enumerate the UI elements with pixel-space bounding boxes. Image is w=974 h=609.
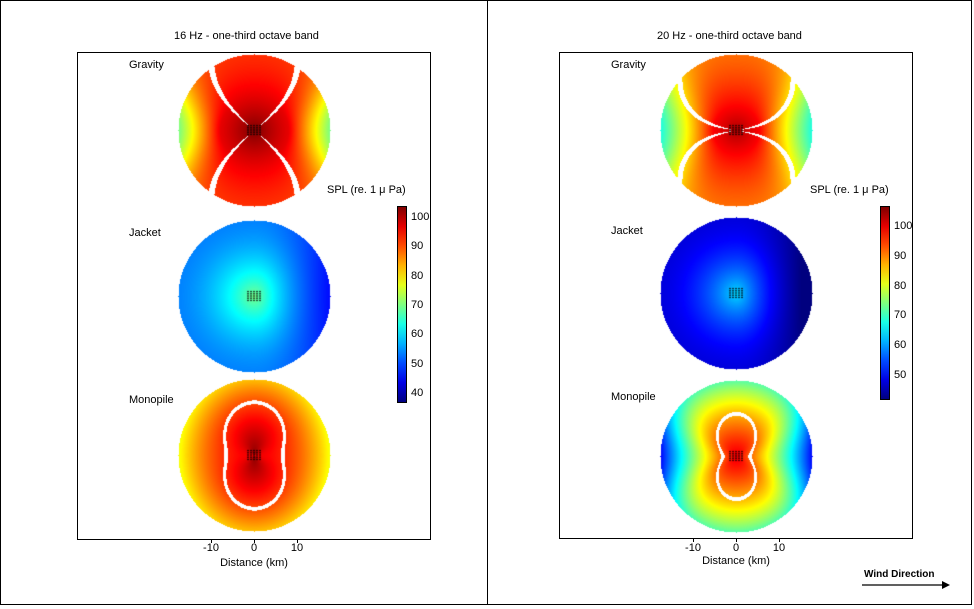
subplot-label-monopile: Monopile <box>129 394 174 406</box>
colorbar-title: SPL (re. 1 μ Pa) <box>327 184 406 196</box>
x-tick-mark <box>211 539 212 543</box>
monopile-spl-disc <box>176 377 332 533</box>
x-tick-label: -10 <box>685 542 701 554</box>
gravity-spl-disc <box>658 52 814 208</box>
colorbar-tick-label: 90 <box>894 249 907 262</box>
colorbar-tick-label: 50 <box>411 357 424 370</box>
colorbar-tick-label: 80 <box>411 269 424 282</box>
colorbar-tick-label: 50 <box>894 369 907 382</box>
colorbar-tick-label: 70 <box>894 309 907 322</box>
panel-title: 20 Hz - one-third octave band <box>657 30 802 42</box>
colorbar-tick-label: 90 <box>411 240 424 253</box>
colorbar-title: SPL (re. 1 μ Pa) <box>810 184 889 196</box>
gravity-spl-disc <box>176 52 332 208</box>
subplot-label-gravity: Gravity <box>129 59 164 71</box>
x-tick-label: 0 <box>732 542 740 554</box>
jacket-spl-disc <box>176 218 332 374</box>
x-axis-label: Distance (km) <box>702 555 770 567</box>
wind-direction-arrow-icon <box>862 581 950 589</box>
subplot-label-monopile: Monopile <box>611 391 656 403</box>
x-tick-label: 0 <box>250 542 258 554</box>
subplot-label-jacket: Jacket <box>129 227 161 239</box>
subplot-label-gravity: Gravity <box>611 59 646 71</box>
panel-20hz: 20 Hz - one-third octave band Gravity Ja… <box>0 0 913 605</box>
colorbar <box>397 206 407 403</box>
colorbar-tick-label: 60 <box>894 339 907 352</box>
panel-title: 16 Hz - one-third octave band <box>174 30 319 42</box>
colorbar-tick-label: 80 <box>894 279 907 292</box>
wind-direction-label: Wind Direction <box>864 569 935 580</box>
x-tick-mark <box>779 538 780 542</box>
x-tick-label: -10 <box>203 542 219 554</box>
panel-divider <box>487 0 488 605</box>
colorbar-tick-label: 60 <box>411 328 424 341</box>
colorbar-tick-label: 70 <box>411 298 424 311</box>
x-tick-mark <box>736 538 737 542</box>
x-tick-label: 10 <box>772 542 786 554</box>
x-axis-label: Distance (km) <box>220 557 288 569</box>
colorbar-tick-label: 100 <box>411 210 430 223</box>
monopile-spl-disc <box>658 378 814 534</box>
panel-16hz: 16 Hz - one-third octave band Gravity Ja… <box>0 0 487 605</box>
x-tick-label: 10 <box>290 542 304 554</box>
jacket-spl-disc <box>658 215 814 371</box>
colorbar <box>880 206 890 400</box>
x-tick-mark <box>254 539 255 543</box>
colorbar-tick-label: 100 <box>894 219 913 232</box>
x-tick-mark <box>693 538 694 542</box>
colorbar-tick-label: 40 <box>411 387 424 400</box>
subplot-label-jacket: Jacket <box>611 225 643 237</box>
x-tick-mark <box>297 539 298 543</box>
